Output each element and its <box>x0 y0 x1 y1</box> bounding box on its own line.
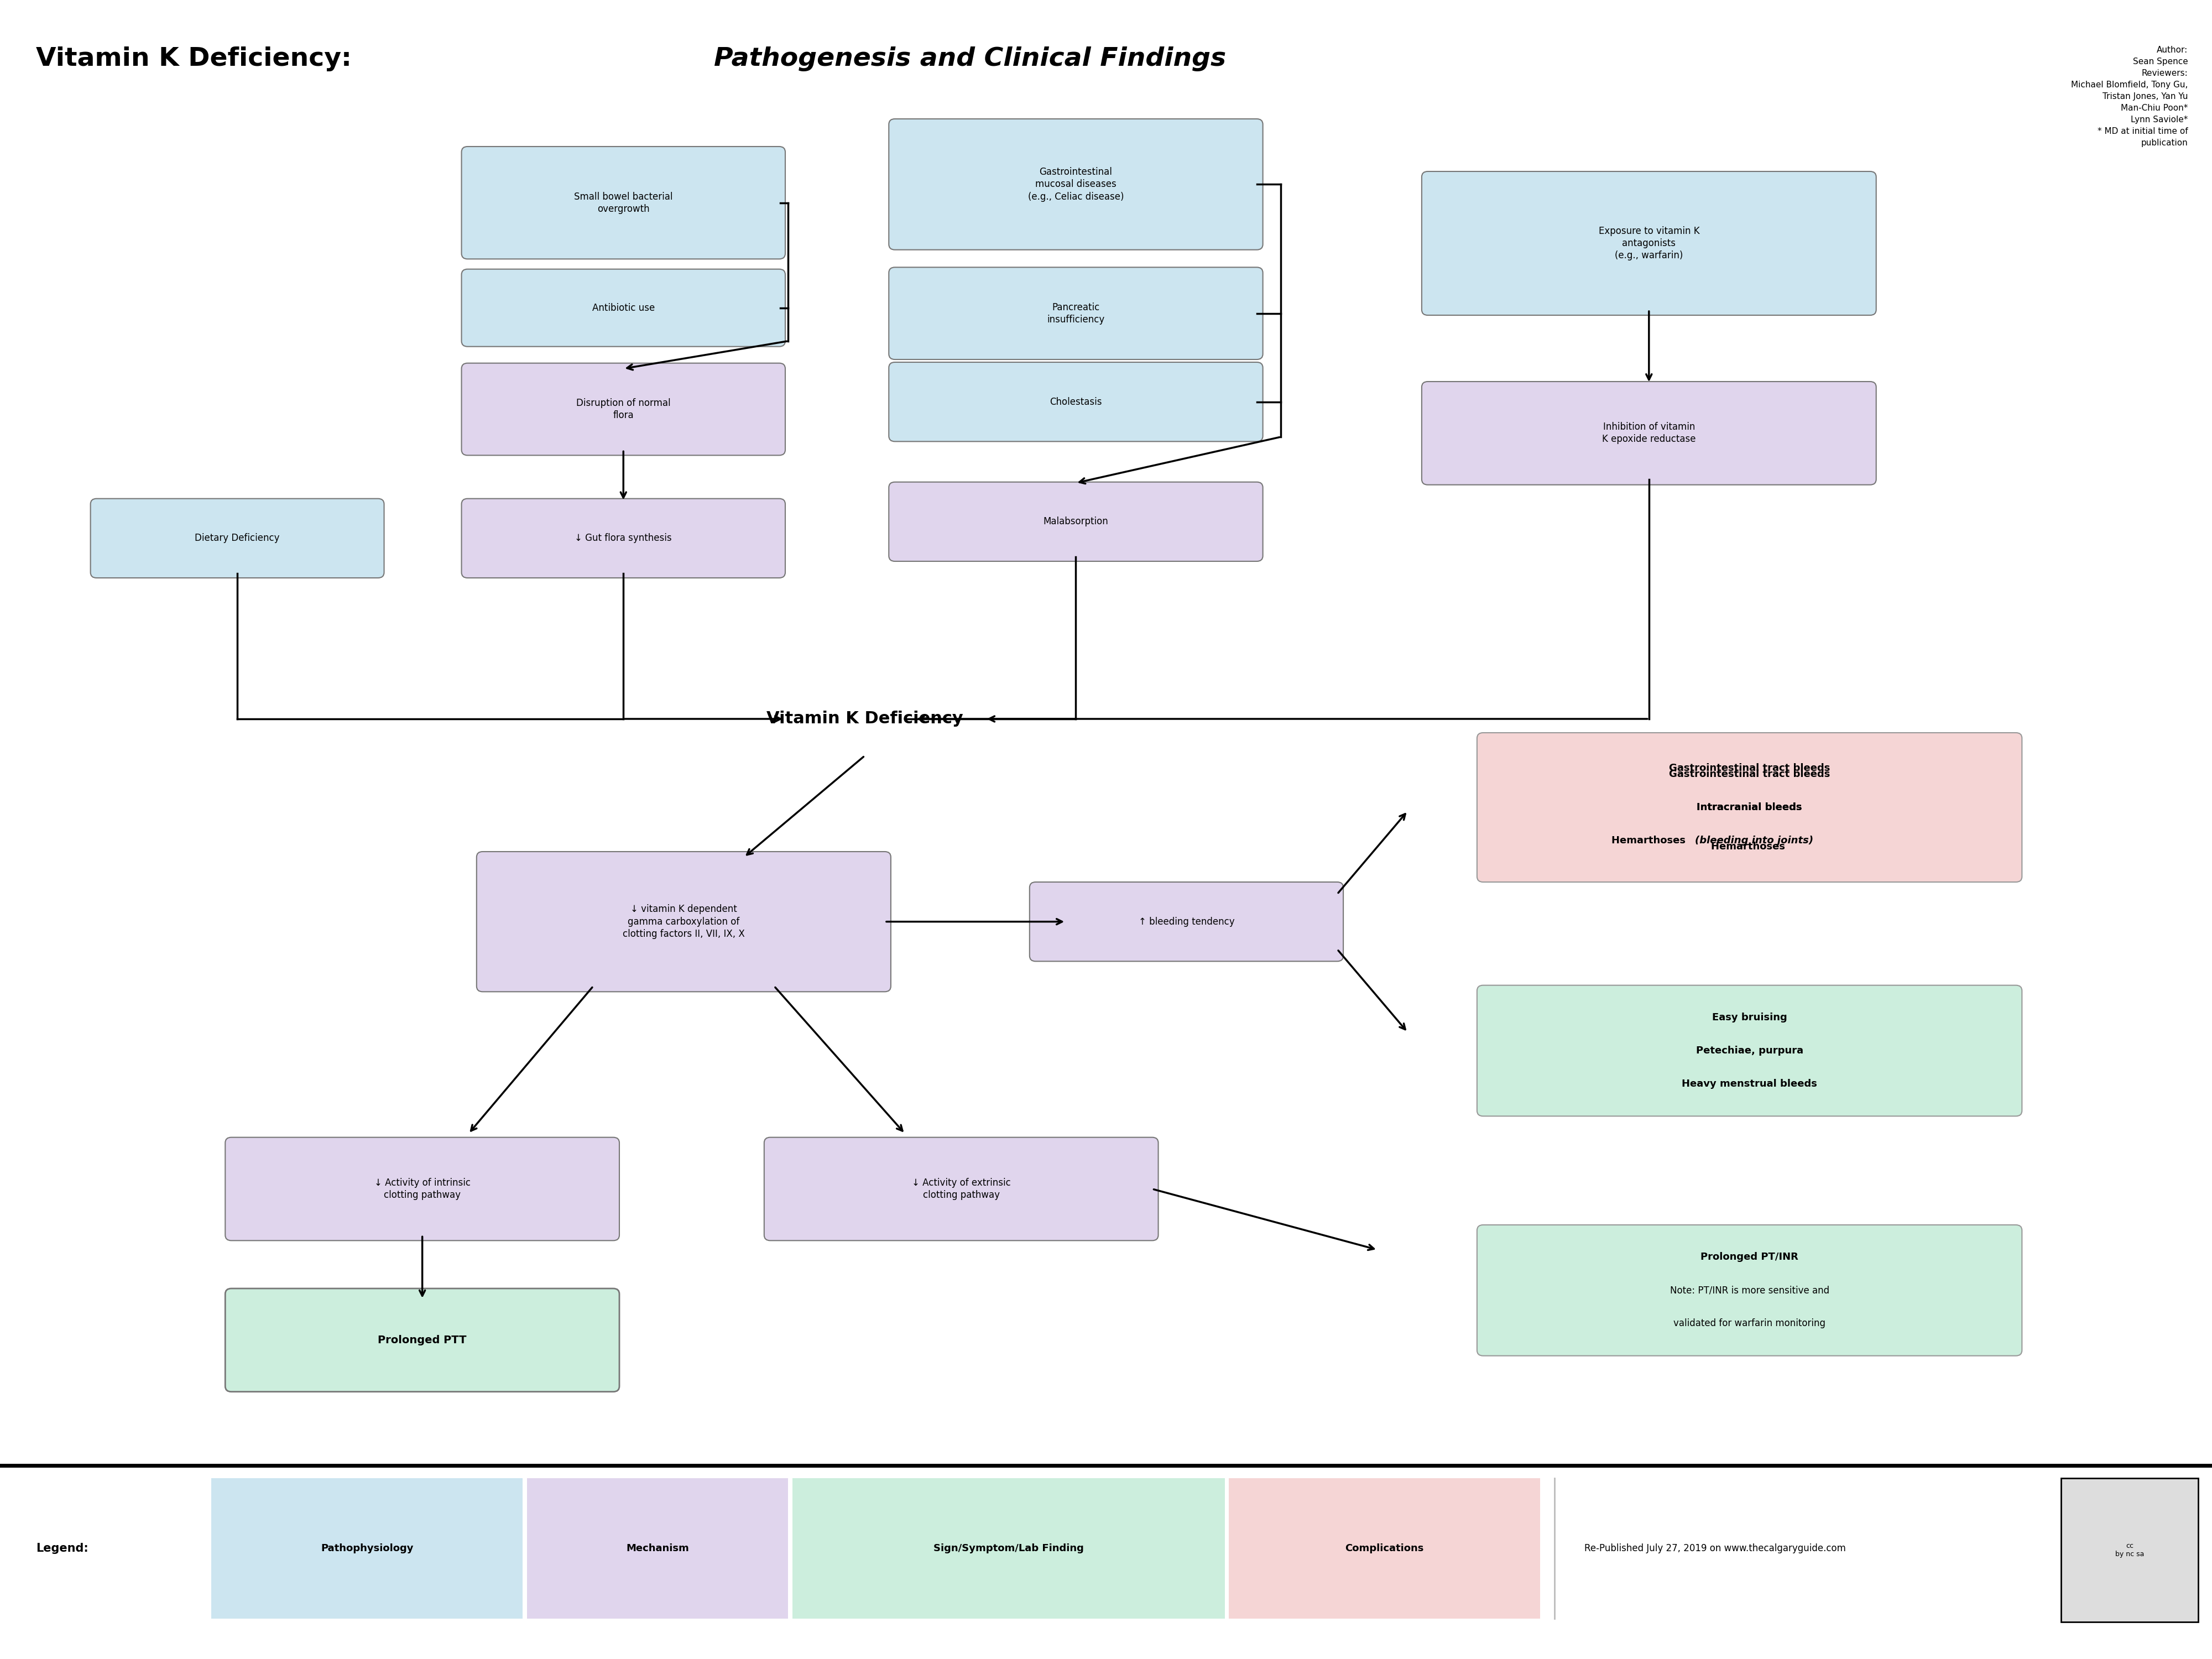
FancyBboxPatch shape <box>1228 1478 1540 1619</box>
Text: Disruption of normal
flora: Disruption of normal flora <box>575 398 670 420</box>
Text: ↑ bleeding tendency: ↑ bleeding tendency <box>1139 917 1234 927</box>
FancyBboxPatch shape <box>889 362 1263 441</box>
FancyBboxPatch shape <box>91 499 385 577</box>
FancyBboxPatch shape <box>462 363 785 455</box>
FancyBboxPatch shape <box>1029 883 1343 961</box>
FancyBboxPatch shape <box>226 1138 619 1241</box>
Text: Petechiae, purpura: Petechiae, purpura <box>1697 1045 1803 1055</box>
FancyBboxPatch shape <box>526 1478 787 1619</box>
FancyBboxPatch shape <box>889 119 1263 251</box>
Text: Dietary Deficiency: Dietary Deficiency <box>195 533 279 542</box>
Text: Intracranial bleeds: Intracranial bleeds <box>1697 803 1803 813</box>
Text: ↓ Activity of intrinsic
clotting pathway: ↓ Activity of intrinsic clotting pathway <box>374 1178 471 1199</box>
Text: Inhibition of vitamin
K epoxide reductase: Inhibition of vitamin K epoxide reductas… <box>1601 421 1697 445</box>
Text: Sign/Symptom/Lab Finding: Sign/Symptom/Lab Finding <box>933 1543 1084 1553</box>
FancyBboxPatch shape <box>889 483 1263 561</box>
Text: Pathophysiology: Pathophysiology <box>321 1543 414 1553</box>
Text: ↓ Gut flora synthesis: ↓ Gut flora synthesis <box>575 533 672 542</box>
Text: Gastrointestinal tract bleeds: Gastrointestinal tract bleeds <box>1668 763 1829 773</box>
FancyBboxPatch shape <box>1478 733 2022 883</box>
Text: Prolonged PT/INR: Prolonged PT/INR <box>1701 1253 1798 1262</box>
Text: Malabsorption: Malabsorption <box>1044 516 1108 526</box>
Text: Pathogenesis and Clinical Findings: Pathogenesis and Clinical Findings <box>714 46 1225 71</box>
Text: Cholestasis: Cholestasis <box>1051 397 1102 406</box>
Text: Prolonged PTT: Prolonged PTT <box>378 1335 467 1345</box>
FancyBboxPatch shape <box>462 499 785 577</box>
Text: ↓ vitamin K dependent
gamma carboxylation of
clotting factors II, VII, IX, X: ↓ vitamin K dependent gamma carboxylatio… <box>622 904 745 939</box>
FancyBboxPatch shape <box>1478 1224 2022 1355</box>
FancyBboxPatch shape <box>1422 382 1876 484</box>
Text: ↓ Activity of extrinsic
clotting pathway: ↓ Activity of extrinsic clotting pathway <box>911 1178 1011 1199</box>
Text: cc
by nc sa: cc by nc sa <box>2115 1543 2143 1558</box>
Text: Gastrointestinal
mucosal diseases
(e.g., Celiac disease): Gastrointestinal mucosal diseases (e.g.,… <box>1029 168 1124 202</box>
Text: Easy bruising: Easy bruising <box>1712 1012 1787 1022</box>
FancyBboxPatch shape <box>462 146 785 259</box>
FancyBboxPatch shape <box>2062 1478 2199 1623</box>
Text: Hemarthoses: Hemarthoses <box>1613 836 1690 846</box>
FancyBboxPatch shape <box>889 267 1263 360</box>
Text: Hemarthoses: Hemarthoses <box>1710 841 1787 851</box>
Text: Antibiotic use: Antibiotic use <box>593 304 655 314</box>
Text: Intracranial bleeds: Intracranial bleeds <box>1697 803 1803 813</box>
Text: Small bowel bacterial
overgrowth: Small bowel bacterial overgrowth <box>575 192 672 214</box>
FancyBboxPatch shape <box>1478 733 2022 883</box>
Text: validated for warfarin monitoring: validated for warfarin monitoring <box>1674 1319 1825 1329</box>
Text: Vitamin K Deficiency: Vitamin K Deficiency <box>765 710 962 727</box>
FancyBboxPatch shape <box>476 851 891 992</box>
Text: Author:
Sean Spence
Reviewers:
Michael Blomfield, Tony Gu,
Tristan Jones, Yan Yu: Author: Sean Spence Reviewers: Michael B… <box>2070 46 2188 148</box>
Text: Gastrointestinal tract bleeds: Gastrointestinal tract bleeds <box>1668 770 1829 780</box>
Text: Note: PT/INR is more sensitive and: Note: PT/INR is more sensitive and <box>1670 1286 1829 1296</box>
FancyBboxPatch shape <box>1422 171 1876 315</box>
Text: Legend:: Legend: <box>35 1543 88 1554</box>
FancyBboxPatch shape <box>210 1478 522 1619</box>
FancyBboxPatch shape <box>1478 985 2022 1117</box>
FancyBboxPatch shape <box>792 1478 1225 1619</box>
Text: Re-Published July 27, 2019 on www.thecalgaryguide.com: Re-Published July 27, 2019 on www.thecal… <box>1584 1543 1847 1553</box>
Text: Complications: Complications <box>1345 1543 1425 1553</box>
FancyBboxPatch shape <box>462 269 785 347</box>
Text: Vitamin K Deficiency:: Vitamin K Deficiency: <box>35 46 361 71</box>
Text: Heavy menstrual bleeds: Heavy menstrual bleeds <box>1681 1078 1818 1088</box>
FancyBboxPatch shape <box>226 1289 619 1392</box>
Text: Mechanism: Mechanism <box>626 1543 688 1553</box>
Text: Exposure to vitamin K
antagonists
(e.g., warfarin): Exposure to vitamin K antagonists (e.g.,… <box>1599 226 1699 260</box>
Text: Pancreatic
insufficiency: Pancreatic insufficiency <box>1046 302 1104 325</box>
Text: (bleeding into joints): (bleeding into joints) <box>1694 836 1814 846</box>
FancyBboxPatch shape <box>763 1138 1159 1241</box>
